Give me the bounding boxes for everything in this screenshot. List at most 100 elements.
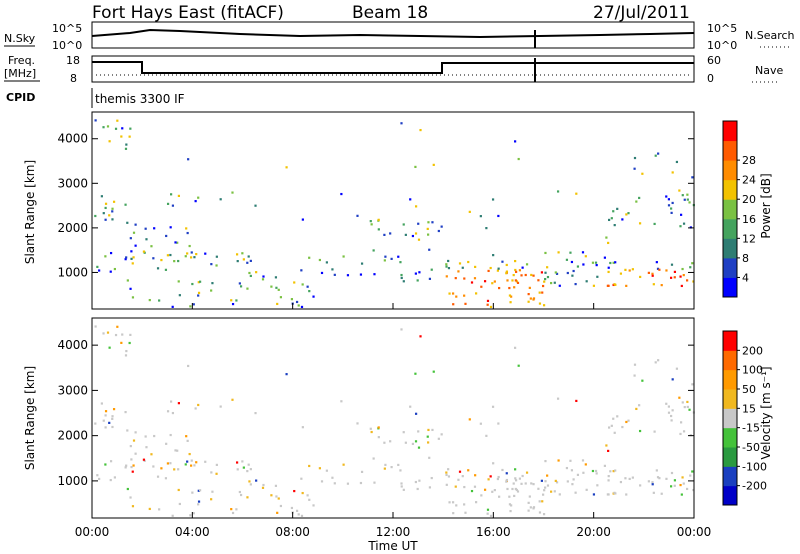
echo-cell: [595, 472, 598, 475]
echo-cell: [670, 211, 673, 214]
echo-cell: [509, 509, 512, 513]
echo-cell: [293, 281, 296, 284]
echo-cell: [106, 125, 110, 128]
echo-cell: [585, 280, 588, 283]
echo-cell: [671, 378, 674, 381]
echo-cell: [274, 484, 278, 487]
colorbar-segment: [723, 466, 737, 487]
echo-cell: [457, 270, 460, 273]
echo-cell: [458, 470, 462, 473]
echo-cell: [377, 436, 380, 439]
echo-cell: [150, 453, 153, 456]
echo-cell: [463, 503, 466, 506]
echo-cell: [235, 461, 239, 464]
colorbar-tick-label: 15: [742, 402, 756, 415]
echo-cell: [670, 414, 673, 418]
echo-cell: [555, 481, 559, 484]
echo-cell: [377, 228, 380, 231]
echo-cell: [541, 284, 545, 288]
echo-cell: [411, 234, 415, 238]
echo-cell: [638, 429, 642, 433]
echo-cell: [658, 268, 661, 271]
echo-cell: [301, 283, 304, 286]
echo-cell: [688, 201, 691, 204]
echo-cell: [125, 349, 128, 353]
echo-cell: [660, 492, 663, 495]
echo-cell: [679, 225, 682, 228]
echo-cell: [156, 475, 160, 478]
echo-cell: [193, 256, 196, 259]
echo-cell: [377, 426, 380, 429]
echo-cell: [673, 276, 676, 279]
echo-cell: [246, 469, 249, 473]
echo-cell: [414, 205, 418, 208]
echo-cell: [679, 432, 682, 436]
echo-cell: [158, 299, 161, 302]
echo-cell: [400, 485, 403, 488]
nsearch-label: N.Search: [745, 29, 795, 42]
echo-cell: [665, 477, 668, 480]
echo-cell: [691, 262, 694, 265]
echo-cell: [515, 479, 518, 482]
echo-cell: [455, 295, 458, 298]
echo-cell: [246, 496, 249, 499]
echo-cell: [633, 156, 637, 160]
echo-cell: [624, 268, 627, 271]
echo-cell: [427, 428, 430, 432]
echo-cell: [145, 446, 148, 449]
freq-line: [92, 61, 694, 74]
echo-cell: [274, 276, 278, 279]
echo-cell: [148, 298, 151, 302]
echo-cell: [277, 497, 280, 500]
echo-cell: [514, 140, 517, 143]
echo-cell: [360, 470, 364, 473]
echo-cell: [667, 411, 671, 414]
echo-cell: [497, 214, 500, 218]
cpid-panel: CPID themis 3300 IF: [6, 88, 185, 108]
echo-cell: [613, 431, 616, 434]
echo-cell: [400, 328, 403, 331]
echo-cell: [651, 481, 654, 484]
echo-cell: [572, 478, 575, 481]
echo-cell: [125, 464, 128, 467]
echo-cell: [625, 493, 628, 496]
echo-cell: [197, 503, 200, 506]
nsky-label: N.Sky: [4, 32, 36, 45]
echo-cell: [638, 404, 641, 407]
echo-cell: [177, 259, 180, 263]
echo-cell: [211, 490, 214, 493]
colorbar-segment: [723, 257, 737, 278]
echo-cell: [98, 477, 101, 481]
echo-cell: [169, 433, 172, 437]
time-axis-label: Time UT: [367, 539, 418, 553]
echo-cell: [300, 305, 304, 309]
echo-cell: [121, 333, 124, 336]
echo-cell: [219, 405, 222, 408]
echo-cell: [493, 489, 496, 492]
echo-cell: [300, 514, 304, 517]
echo-cell: [164, 477, 168, 480]
echo-cell: [603, 464, 606, 467]
echo-cell: [399, 469, 402, 472]
echo-cell: [248, 271, 251, 275]
echo-cell: [655, 261, 658, 264]
echo-cell: [148, 507, 151, 511]
echo-cell: [414, 372, 417, 375]
echo-cell: [191, 491, 194, 494]
echo-cell: [174, 241, 177, 244]
echo-cell: [400, 276, 403, 280]
echo-cell: [638, 222, 642, 225]
echo-cell: [686, 198, 689, 201]
echo-cell: [621, 218, 624, 221]
echo-cell: [247, 255, 250, 258]
echo-cell: [445, 473, 448, 477]
echo-cell: [633, 167, 636, 170]
echo-cell: [312, 295, 315, 298]
echo-cell: [249, 468, 252, 471]
echo-cell: [276, 302, 279, 306]
echo-cell: [231, 191, 234, 194]
echo-cell: [96, 265, 99, 268]
echo-cell: [660, 284, 663, 287]
echo-cell: [414, 272, 417, 275]
